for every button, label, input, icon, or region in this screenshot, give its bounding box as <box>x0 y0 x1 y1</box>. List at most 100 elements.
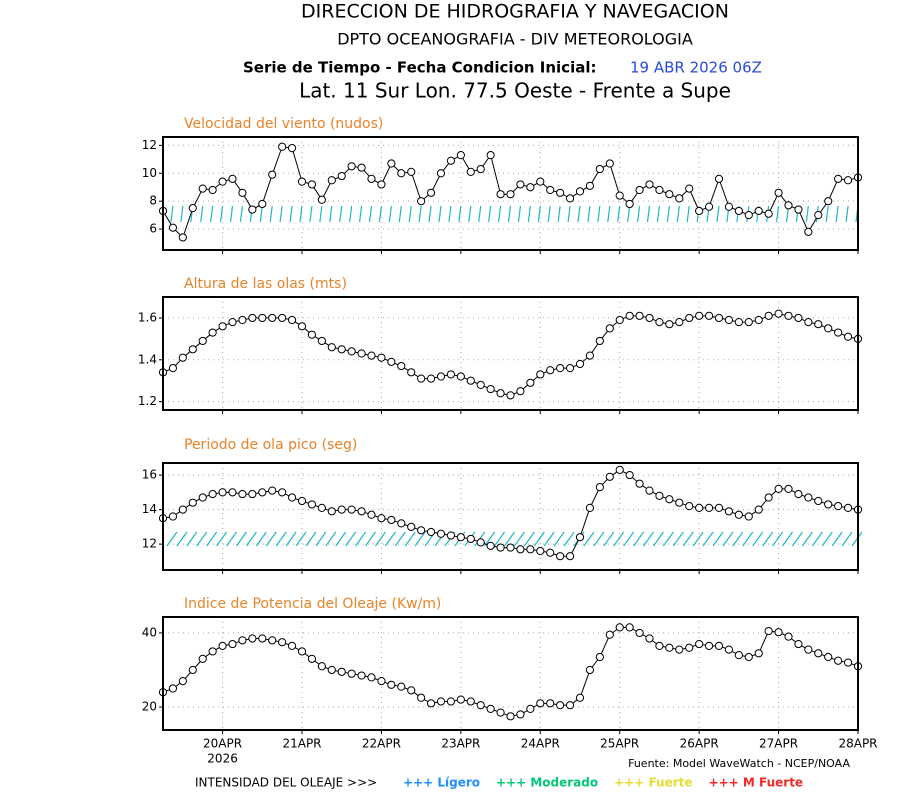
data-point <box>695 206 704 216</box>
plot-frame <box>162 462 859 571</box>
data-point <box>585 503 595 512</box>
wave-barb <box>484 531 496 547</box>
wind-barb <box>388 205 392 223</box>
data-point <box>635 628 644 638</box>
legend-entry: +++ M Fuerte <box>709 776 804 790</box>
x-tick-label: 24APR <box>521 737 560 751</box>
data-point <box>784 632 793 641</box>
data-point <box>307 180 317 189</box>
wave-barb <box>235 531 247 547</box>
data-point <box>754 206 763 216</box>
data-point <box>784 311 793 320</box>
wind-barb <box>229 205 234 223</box>
wind-barb <box>398 205 402 223</box>
data-point <box>178 233 187 242</box>
wave-barb <box>504 531 515 547</box>
data-point <box>466 376 475 385</box>
data-point <box>824 500 833 509</box>
data-point <box>278 142 287 151</box>
wind-barb <box>488 205 492 223</box>
wind-barb <box>775 205 780 223</box>
data-point <box>417 693 426 702</box>
data-point <box>198 654 207 663</box>
data-point <box>486 541 495 550</box>
data-point <box>724 202 734 211</box>
data-point <box>665 495 674 504</box>
data-point <box>168 223 178 232</box>
data-point <box>347 162 356 171</box>
data-point <box>228 639 237 649</box>
data-point <box>208 328 217 337</box>
data-point <box>575 693 585 702</box>
data-point <box>377 514 386 523</box>
data-point <box>208 185 217 195</box>
wind-barb <box>358 205 363 223</box>
data-point <box>287 315 297 325</box>
wind-barb <box>448 205 452 223</box>
data-point <box>764 626 773 636</box>
wind-barb <box>329 205 333 223</box>
data-point <box>258 199 267 209</box>
data-point <box>168 684 178 693</box>
data-point <box>526 545 535 554</box>
wind-barb <box>527 205 531 223</box>
data-point <box>436 169 446 178</box>
data-point <box>695 639 704 649</box>
data-point <box>377 676 386 686</box>
data-point <box>426 699 436 708</box>
data-point <box>565 194 575 203</box>
data-point <box>546 366 555 375</box>
wave-barb <box>662 531 674 547</box>
data-point <box>218 177 227 186</box>
data-point <box>476 538 485 547</box>
data-point <box>218 322 227 331</box>
data-point <box>625 623 634 632</box>
data-point <box>307 330 317 339</box>
data-point <box>178 353 187 362</box>
data-point <box>834 656 843 665</box>
data-point <box>436 697 446 706</box>
data-point <box>585 351 595 360</box>
data-point <box>456 372 465 381</box>
data-point <box>367 174 376 183</box>
wave-barb <box>603 531 615 547</box>
wind-barb <box>378 205 383 223</box>
data-point <box>556 552 565 561</box>
data-point <box>317 336 326 346</box>
data-point <box>595 336 604 346</box>
wave-barb <box>394 531 406 547</box>
wind-barb <box>289 205 293 223</box>
wave-barb <box>811 531 823 547</box>
wave-barb <box>384 531 396 547</box>
data-point <box>635 479 644 488</box>
wave-barb <box>563 531 575 547</box>
data-point <box>297 177 307 186</box>
header-subtitle: DPTO OCEANOGRAFIA - DIV METEOROLOGIA <box>337 30 693 49</box>
data-point <box>546 185 555 195</box>
data-point <box>466 697 475 706</box>
wave-barb <box>722 531 734 547</box>
x-tick-label: 26APR <box>680 737 719 751</box>
series-line <box>162 469 859 557</box>
intensity-label: INTENSIDAD DEL OLEAJE >>> <box>195 776 377 790</box>
wind-barb <box>339 205 343 223</box>
data-point <box>575 187 585 196</box>
data-point <box>407 686 416 695</box>
data-point <box>556 364 565 373</box>
wave-barb <box>652 531 664 547</box>
wind-barb <box>577 205 581 223</box>
wind-barb <box>805 205 809 223</box>
wave-barb <box>176 531 188 547</box>
y-tick-label: 8 <box>149 194 157 208</box>
plot-frame <box>162 616 859 731</box>
data-point <box>834 502 843 511</box>
data-point <box>546 699 555 708</box>
data-point <box>188 665 197 675</box>
data-point <box>456 695 465 704</box>
wave-barb <box>623 531 635 547</box>
data-point <box>198 336 207 346</box>
wave-barb <box>166 531 178 547</box>
data-point <box>466 534 475 544</box>
panel-title: Velocidad del viento (nudos) <box>184 116 383 132</box>
